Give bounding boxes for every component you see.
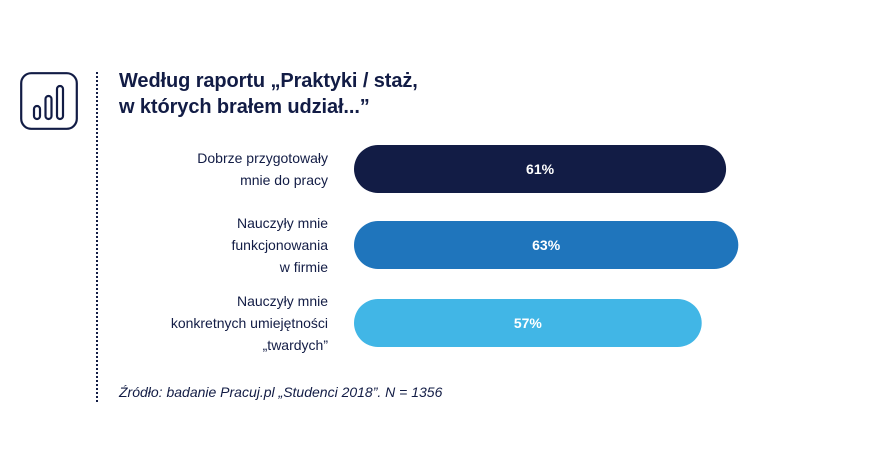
category-label-line: konkretnych umiejętności: [171, 315, 328, 331]
bar-1: [354, 145, 727, 193]
category-label-line: Nauczyły mnie: [237, 215, 328, 231]
category-label-line: w firmie: [279, 259, 328, 275]
bar-3: [354, 299, 702, 347]
category-label-2: Nauczyły mnie funkcjonowania w firmie: [231, 215, 328, 275]
value-label-2: 63%: [532, 237, 561, 253]
category-label-line: Nauczyły mnie: [237, 293, 328, 309]
category-label-line: mnie do pracy: [240, 172, 328, 188]
category-label-1: Dobrze przygotowały mnie do pracy: [197, 150, 328, 188]
value-label-1: 61%: [526, 161, 555, 177]
category-label-line: „twardych”: [263, 337, 329, 353]
category-label-line: funkcjonowania: [231, 237, 328, 253]
source-note: Źródło: badanie Pracuj.pl „Studenci 2018…: [119, 384, 443, 400]
bar-2: [354, 221, 739, 269]
chart-title: Według raportu „Praktyki / staż, w który…: [119, 70, 418, 118]
bar-chart-icon: [20, 72, 78, 130]
value-label-3: 57%: [514, 315, 543, 331]
category-label-3: Nauczyły mnie konkretnych umiejętności „tw…: [171, 293, 329, 353]
category-label-line: Dobrze przygotowały: [197, 150, 328, 166]
dotted-divider: [96, 72, 98, 402]
